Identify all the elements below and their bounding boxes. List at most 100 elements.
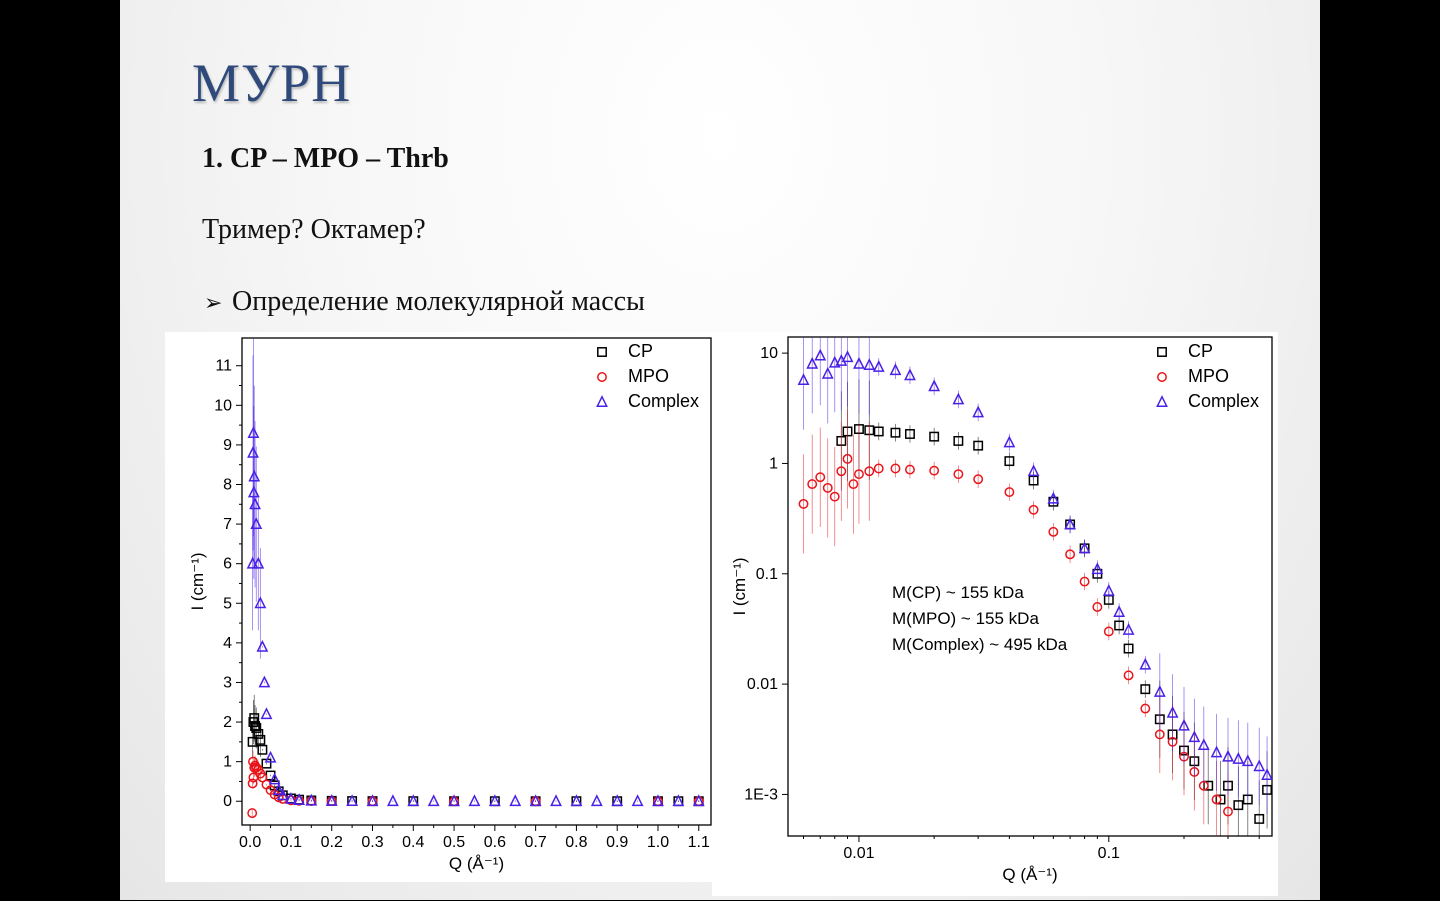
legend: CP MPO Complex <box>596 341 699 411</box>
data-point-mpo <box>1028 504 1039 515</box>
data-point-complex <box>952 392 965 405</box>
data-point-complex <box>407 794 420 807</box>
legend-label-cp: CP <box>628 341 653 361</box>
data-point-complex <box>276 788 289 801</box>
data-point-mpo <box>1103 626 1114 637</box>
linear-scale-chart: 0.0 0.1 0.2 0.3 0.4 0.5 0.6 0.7 0.8 0.9 1.0 1.1 0 1 2 3… <box>188 337 712 873</box>
x-axis-label: Q (Å⁻¹) <box>449 854 504 873</box>
data-point-cp <box>890 427 901 438</box>
data-point-cp <box>1004 456 1015 467</box>
data-point-complex <box>448 794 460 807</box>
data-point-complex <box>1091 562 1104 575</box>
data-point-complex <box>692 794 705 807</box>
x-tick-label: 0.1 <box>1098 845 1120 862</box>
data-point-mpo <box>1004 487 1015 498</box>
data-point-cp <box>1140 684 1151 695</box>
data-point-complex <box>570 794 583 807</box>
log-chart-panel: 0.01 0.1 1E-3 0.01 0.1 1 10 Q (Å⁻¹) I (cm⁻¹) CP MP… <box>712 332 1278 896</box>
data-point-complex <box>1102 583 1115 596</box>
data-point-complex <box>672 794 685 807</box>
data-point-complex <box>386 794 399 807</box>
data-point-complex <box>325 794 338 806</box>
data-point-complex <box>249 497 261 510</box>
legend-label-mpo: MPO <box>628 366 669 386</box>
slide-title: МУРН <box>192 53 352 113</box>
data-point-cp <box>973 440 984 451</box>
series-mpo <box>247 750 704 819</box>
data-point-complex <box>272 783 285 796</box>
data-point-complex <box>260 707 273 720</box>
plot-frame <box>241 337 712 826</box>
data-point-mpo <box>973 474 984 485</box>
data-point-mpo <box>873 463 884 474</box>
data-point-mpo <box>807 479 818 490</box>
data-point-complex <box>853 356 865 369</box>
x-tick-label: 0.9 <box>606 834 628 851</box>
x-tick-label: 0.3 <box>361 834 383 851</box>
bullet-line: ➢ Определение молекулярной массы <box>204 286 645 318</box>
data-point-complex <box>1261 768 1272 780</box>
legend-label-mpo: MPO <box>1188 366 1229 386</box>
x-tick-label: 0.8 <box>565 834 587 851</box>
y-tick-label: 10 <box>760 345 778 362</box>
x-tick-label: 1.0 <box>647 834 669 851</box>
data-point-mpo <box>848 479 859 490</box>
data-point-cp <box>253 728 264 739</box>
x-tick-label: 0.0 <box>239 834 261 851</box>
question-line: Тример? Октамер? <box>202 214 426 245</box>
legend-marker-mpo <box>1157 372 1167 382</box>
data-point-complex <box>972 405 985 418</box>
legend-marker-complex <box>596 395 608 407</box>
data-point-complex <box>1003 435 1016 448</box>
y-tick-label: 1 <box>769 455 778 472</box>
y-tick-label: 2 <box>223 714 232 731</box>
data-layer <box>246 338 705 819</box>
legend-label-complex: Complex <box>1188 391 1259 411</box>
data-point-mpo <box>1092 602 1103 612</box>
data-point-complex <box>268 772 281 785</box>
data-point-mpo <box>890 463 901 474</box>
data-point-complex <box>468 794 481 807</box>
y-tick-label: 3 <box>223 674 232 691</box>
y-tick-label: 0 <box>223 793 232 810</box>
arrow-bullet-icon: ➢ <box>204 290 223 315</box>
y-tick-label: 1E-3 <box>744 786 778 803</box>
legend-label-complex: Complex <box>628 391 699 411</box>
plot-frame <box>787 336 1273 837</box>
data-point-cp <box>1114 620 1125 631</box>
data-point-cp <box>873 426 884 437</box>
legend-marker-complex <box>1156 395 1168 407</box>
data-point-complex <box>1210 745 1223 758</box>
mass-annotation: M(Complex) ~ 495 kDa <box>892 635 1068 654</box>
y-tick-label: 5 <box>223 595 232 612</box>
data-point-complex <box>1241 754 1254 767</box>
data-point-cp <box>953 435 964 446</box>
data-point-complex <box>928 379 941 392</box>
data-point-complex <box>863 358 876 370</box>
data-point-mpo <box>798 498 809 509</box>
series-complex <box>797 337 1272 814</box>
data-point-complex <box>1222 749 1234 762</box>
data-point-cp <box>1254 813 1265 824</box>
x-tick-label: 1.1 <box>688 834 710 851</box>
data-point-cp <box>255 734 266 745</box>
data-point-complex <box>1078 541 1091 554</box>
y-tick-label: 0.01 <box>747 676 778 693</box>
y-axis-label: I (cm⁻¹) <box>730 557 749 615</box>
data-point-mpo <box>247 778 258 789</box>
data-point-mpo <box>854 469 864 480</box>
linear-chart-panel: 0.0 0.1 0.2 0.3 0.4 0.5 0.6 0.7 0.8 0.9 1.0 1.1 0 1 2 3… <box>165 332 712 882</box>
series-cp <box>247 694 704 807</box>
y-tick-label: 9 <box>223 437 232 454</box>
data-point-mpo <box>1079 576 1090 587</box>
data-point-complex <box>247 426 260 438</box>
data-point-complex <box>366 794 379 807</box>
data-point-mpo <box>829 491 840 502</box>
data-point-complex <box>550 794 562 807</box>
data-point-mpo <box>257 772 268 783</box>
data-point-complex <box>841 350 854 363</box>
data-point-mpo <box>1211 794 1222 805</box>
legend: CP MPO Complex <box>1156 341 1259 411</box>
bullet-text: Определение молекулярной массы <box>232 286 645 317</box>
data-point-complex <box>611 794 624 807</box>
